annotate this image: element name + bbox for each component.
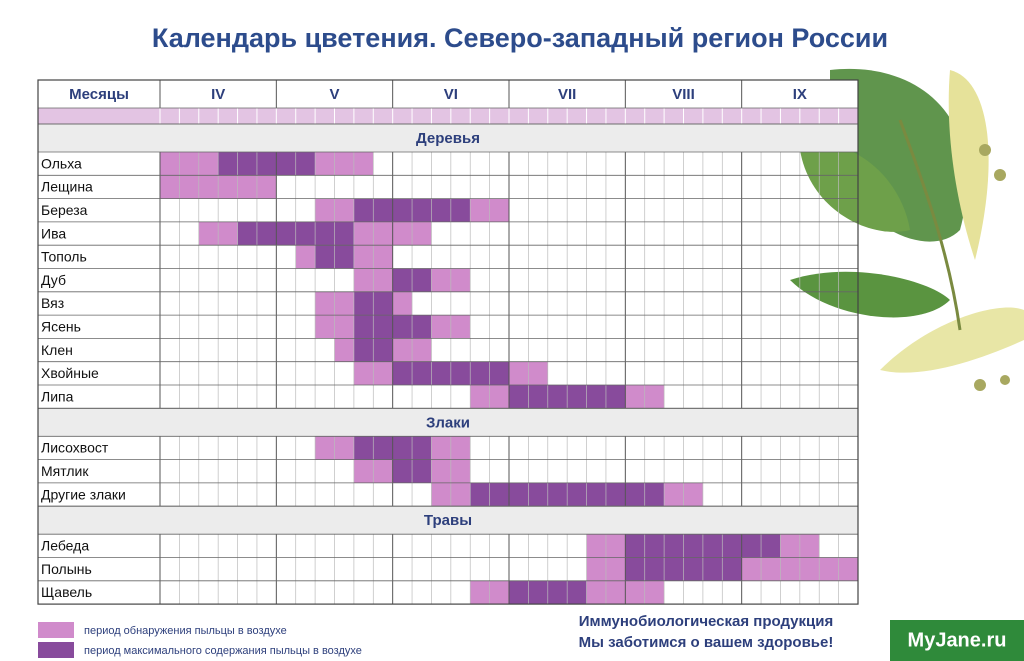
legend-label: период максимального содержания пыльцы в…: [84, 645, 362, 657]
row-label: Лисохвост: [41, 440, 109, 456]
month-label: VI: [444, 86, 458, 103]
row-label: Вяз: [41, 295, 64, 311]
legend-swatch: [38, 622, 74, 638]
row-label: Полынь: [41, 561, 92, 577]
bloom-period: [315, 152, 374, 176]
row-label: Ива: [41, 225, 66, 241]
section-label: Деревья: [416, 130, 480, 147]
bloom-period: [295, 245, 316, 269]
calendar-table: Месяцы IV V VI VII VIII IX Деревья Ольха Лещина Бе…: [37, 79, 859, 605]
watermark: MyJane.ru: [908, 629, 1007, 651]
row-label: Береза: [41, 202, 88, 218]
row-label: Другие злаки: [41, 486, 126, 502]
month-label: IV: [211, 86, 225, 103]
row-label: Щавель: [41, 584, 92, 600]
row-label: Хвойные: [41, 365, 99, 381]
bloom-period: [218, 152, 316, 176]
table-border: [37, 79, 859, 605]
row-label: Липа: [41, 388, 74, 404]
month-label: IX: [793, 86, 807, 103]
row-label: Тополь: [41, 249, 87, 265]
section-row: [38, 408, 858, 437]
row-label: Мятлик: [41, 463, 89, 479]
month-label: VIII: [672, 86, 695, 103]
header-label: Месяцы: [69, 86, 129, 103]
bloom-period: [334, 338, 354, 362]
row-label: Ольха: [41, 155, 82, 171]
bloom-period: [160, 152, 219, 176]
header-row: [38, 80, 858, 108]
legend-label: период обнаружения пыльцы в воздухе: [84, 625, 287, 637]
month-label: VII: [558, 86, 576, 103]
footer-line: Мы заботимся о вашем здоровье!: [579, 634, 834, 651]
row-label: Ясень: [41, 318, 81, 334]
watermark-bg: [890, 620, 1024, 661]
legend-swatch: [38, 642, 74, 658]
row-label: Клен: [41, 342, 73, 358]
leaf-decoration: [790, 68, 1024, 391]
section-row: [38, 506, 858, 535]
title: Календарь цветения. Северо-западный реги…: [152, 23, 888, 53]
row-label: Лебеда: [41, 538, 89, 554]
row-label: Дуб: [41, 272, 66, 288]
row-label: Лещина: [41, 179, 93, 195]
bloom-period: [392, 291, 413, 316]
section-label: Злаки: [426, 414, 470, 431]
footer-line: Иммунобиологическая продукция: [579, 613, 833, 630]
month-label: V: [329, 86, 339, 103]
section-row: [38, 124, 858, 152]
section-label: Травы: [424, 512, 472, 529]
period-strip: [38, 108, 858, 124]
